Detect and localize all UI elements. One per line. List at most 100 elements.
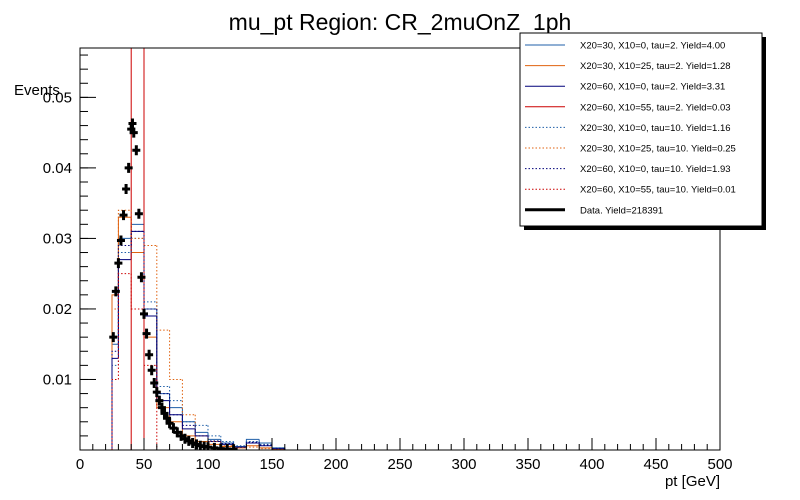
- data-point: [129, 127, 138, 138]
- histogram-bin: [117, 216, 132, 295]
- histogram-bin: [156, 308, 170, 395]
- histogram-bin: [143, 231, 157, 317]
- histogram-bin: [130, 48, 132, 450]
- data-marker: [122, 184, 131, 195]
- y-tick-label: 0.03: [43, 230, 72, 247]
- histogram-bin: [143, 308, 157, 366]
- histogram-bin: [156, 316, 170, 402]
- histogram-bin: [143, 231, 157, 310]
- histogram-bin: [117, 252, 132, 366]
- histogram-bin: [111, 343, 119, 450]
- histogram-bin: [245, 441, 260, 448]
- histogram-bin: [130, 230, 144, 246]
- data-point: [152, 387, 161, 398]
- data-marker: [150, 378, 159, 388]
- histogram-bin: [169, 330, 183, 380]
- histogram-bin: [143, 252, 157, 338]
- histogram-bin: [111, 364, 119, 450]
- x-tick-label: 300: [451, 456, 476, 473]
- data-marker: [152, 387, 161, 398]
- data-marker: [129, 127, 138, 138]
- histogram-bin: [143, 238, 157, 303]
- data-point: [132, 145, 141, 156]
- y-axis-label: Events: [14, 82, 60, 99]
- histogram-bin: [111, 357, 119, 450]
- x-tick-label: 100: [195, 456, 220, 473]
- histogram-bin: [156, 301, 170, 388]
- y-tick-label: 0.01: [43, 371, 72, 388]
- histogram-bin: [111, 350, 119, 450]
- x-tick-label: 0: [76, 456, 84, 473]
- histogram-bin: [130, 230, 144, 260]
- x-tick-label: 400: [579, 456, 604, 473]
- x-tick-label: 150: [259, 456, 284, 473]
- legend-label: X20=30, X10=0, tau=10. Yield=1.16: [580, 123, 731, 134]
- histogram-bin: [245, 446, 260, 448]
- histogram-bin: [258, 439, 272, 444]
- histogram-bin: [117, 237, 132, 345]
- data-point: [114, 258, 123, 269]
- y-tick-label: 0.04: [43, 160, 72, 177]
- data-point: [134, 208, 143, 219]
- data-marker: [132, 145, 141, 156]
- x-tick-label: 50: [136, 456, 153, 473]
- data-point: [150, 378, 159, 388]
- histogram-bin: [245, 442, 260, 448]
- data-marker: [145, 349, 154, 360]
- histogram-bin: [117, 209, 132, 309]
- legend-label: X20=60, X10=0, tau=10. Yield=1.93: [580, 164, 731, 175]
- x-tick-label: 450: [643, 456, 668, 473]
- histogram-bin: [169, 393, 183, 416]
- histogram-bin: [258, 442, 272, 446]
- x-tick-label: 500: [707, 456, 732, 473]
- histogram-bin: [130, 273, 144, 310]
- histogram-bin: [169, 386, 183, 402]
- x-tick-label: 250: [387, 456, 412, 473]
- histogram-bin: [181, 414, 196, 426]
- y-tick-label: 0.02: [43, 301, 72, 318]
- data-marker: [137, 272, 146, 283]
- data-marker: [114, 258, 123, 269]
- legend-label: X20=60, X10=55, tau=2. Yield=0.03: [580, 102, 731, 113]
- chart-title: mu_pt Region: CR_2muOnZ_1ph: [229, 9, 572, 35]
- histogram-bin: [207, 435, 221, 442]
- data-point: [157, 402, 166, 413]
- data-point: [128, 118, 137, 129]
- legend-label: X20=30, X10=25, tau=10. Yield=0.25: [580, 144, 736, 155]
- data-marker: [142, 328, 151, 339]
- data-marker: [119, 210, 128, 221]
- legend-label: Data. Yield=218391: [580, 205, 663, 216]
- histogram-bin: [130, 237, 144, 253]
- histogram-bin: [111, 308, 119, 450]
- histogram-bin: [156, 245, 170, 331]
- histogram-bin: [194, 425, 208, 437]
- data-point: [142, 328, 151, 339]
- data-point: [124, 162, 133, 173]
- histogram-bin: [181, 379, 196, 416]
- histogram-bin: [207, 435, 221, 443]
- data-marker: [109, 332, 118, 343]
- data-marker: [155, 395, 164, 406]
- histogram-bin: [111, 294, 119, 450]
- histogram-bin: [117, 259, 132, 359]
- data-point: [116, 235, 125, 246]
- data-point: [155, 395, 164, 406]
- histogram-bin: [143, 224, 157, 310]
- data-point: [119, 210, 128, 221]
- data-point: [145, 349, 154, 360]
- legend-label: X20=30, X10=0, tau=2. Yield=4.00: [580, 41, 725, 52]
- y-tick-label: 0.05: [43, 89, 72, 106]
- data-point: [137, 272, 146, 283]
- data-marker: [157, 402, 166, 413]
- data-point: [111, 286, 120, 297]
- data-point: [140, 308, 148, 319]
- histogram-bin: [181, 400, 196, 423]
- plot-area: [109, 48, 286, 450]
- histogram-bin: [117, 273, 132, 380]
- histogram-bin: [117, 244, 132, 352]
- histogram-bin: [143, 238, 157, 246]
- data-marker: [124, 162, 133, 173]
- legend-label: X20=30, X10=25, tau=2. Yield=1.28: [580, 61, 731, 72]
- histogram-bin: [194, 421, 208, 426]
- data-marker: [111, 286, 120, 297]
